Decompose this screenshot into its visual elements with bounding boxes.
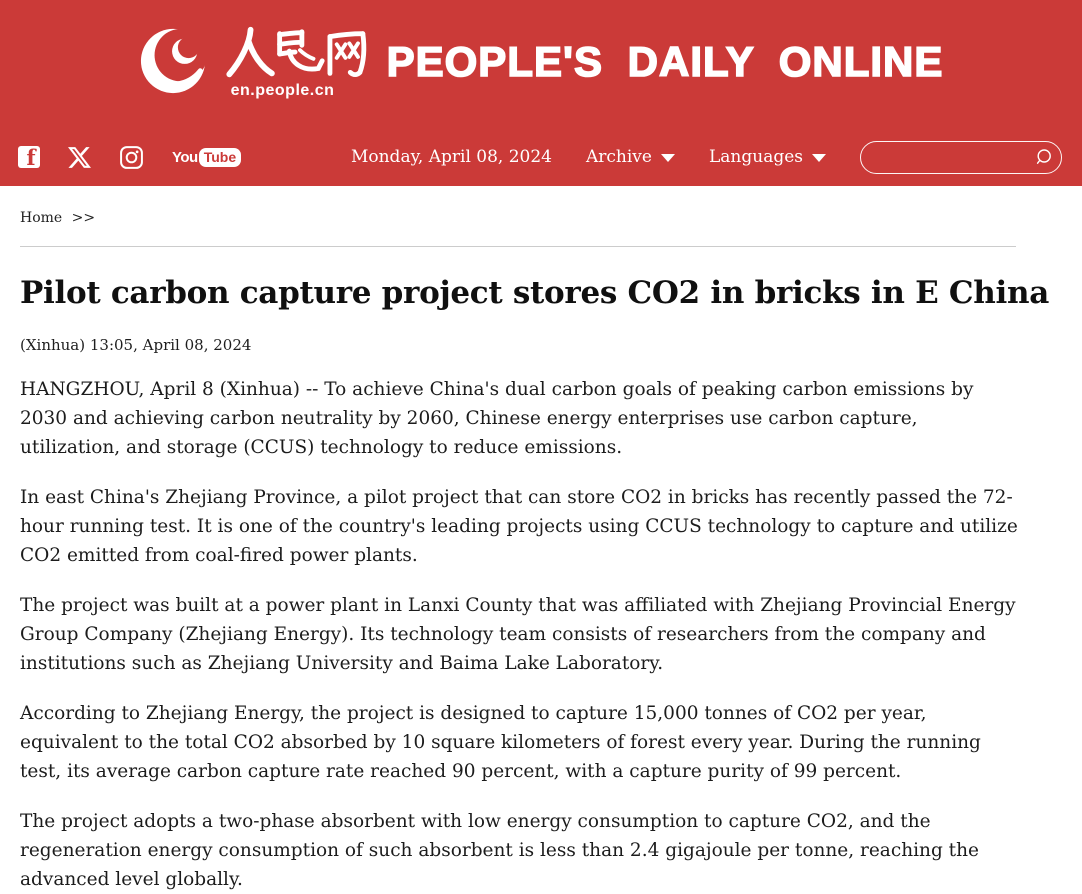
breadcrumb-separator: >> [71, 210, 96, 226]
page-title: Pilot carbon capture project stores CO2 … [20, 275, 1050, 311]
header-nav-row: f You Tube Monday, April 08, 2024 [0, 128, 1082, 186]
logo-chinese-characters [225, 26, 366, 78]
article-paragraph: The project was built at a power plant i… [20, 594, 1016, 674]
social-links: f You Tube [18, 145, 242, 170]
header-nav-right: Monday, April 08, 2024 Archive Languages [350, 140, 1062, 174]
search-icon [1036, 148, 1051, 164]
chevron-down-icon [660, 154, 675, 162]
youtube-icon[interactable]: You Tube [172, 147, 242, 167]
menu-archive[interactable]: Archive [586, 147, 675, 167]
breadcrumb-home-link[interactable]: Home [20, 210, 63, 226]
site-name: PEOPLE'S DAILY ONLINE [386, 37, 944, 86]
article-paragraph: According to Zhejiang Energy, the projec… [20, 702, 981, 782]
site-header: en.people.cn PEOPLE'S DAILY ONLINE f [0, 0, 1082, 186]
search-box [860, 140, 1062, 174]
chevron-down-icon [812, 154, 826, 162]
peoples-daily-logo[interactable]: en.people.cn [223, 24, 373, 100]
instagram-icon[interactable] [119, 145, 144, 170]
x-twitter-icon[interactable] [68, 146, 91, 169]
article-paragraph: In east China's Zhejiang Province, a pil… [20, 486, 1018, 566]
search-button[interactable] [1034, 148, 1053, 167]
menu-languages[interactable]: Languages [709, 147, 826, 167]
search-input[interactable] [875, 148, 1034, 166]
logo-row: en.people.cn PEOPLE'S DAILY ONLINE [0, 0, 1082, 100]
article-byline: (Xinhua) 13:05, April 08, 2024 [20, 335, 252, 354]
article-paragraph: HANGZHOU, April 8 (Xinhua) -- To achieve… [20, 378, 974, 458]
divider [20, 246, 1016, 247]
logo-domain-text: en.people.cn [230, 82, 335, 99]
facebook-icon[interactable]: f [18, 146, 40, 168]
current-date: Monday, April 08, 2024 [350, 147, 552, 167]
article-paragraph: The project adopts a two-phase absorbent… [20, 810, 979, 890]
article-page: Home >> Pilot carbon capture project sto… [0, 186, 1082, 894]
peoples-daily-globe-icon[interactable] [139, 24, 209, 98]
breadcrumb: Home >> [20, 186, 1062, 226]
article-body: HANGZHOU, April 8 (Xinhua) -- To achieve… [20, 375, 1022, 894]
